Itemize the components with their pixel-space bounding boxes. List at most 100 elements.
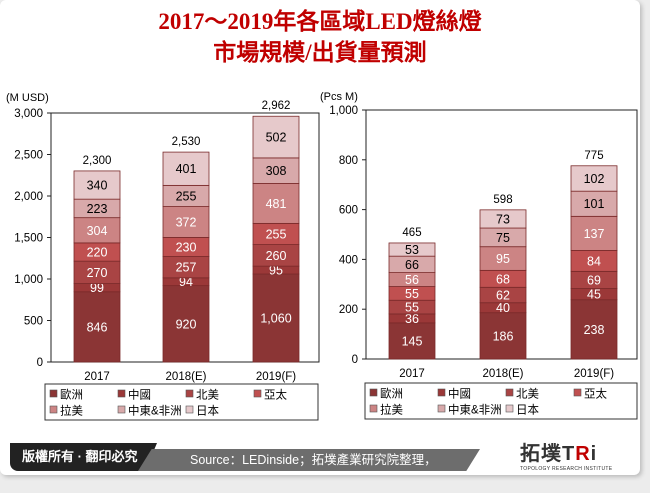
- data-label: 255: [176, 189, 197, 203]
- data-label: 69: [587, 273, 601, 287]
- data-label: 101: [584, 197, 605, 211]
- legend-swatch-亞太: [573, 388, 582, 397]
- unit-label: (M USD): [6, 92, 49, 104]
- copyright-notice: 版權所有 · 翻印必究: [10, 443, 157, 471]
- data-label: 223: [87, 202, 108, 216]
- legend-swatch-拉美: [49, 405, 58, 414]
- y-tick-label: 0: [352, 354, 358, 366]
- legend-swatch-拉美: [369, 404, 378, 413]
- bar-segment-歐洲: [570, 299, 618, 360]
- bar-segment-日本: [162, 151, 210, 186]
- legend-label: 拉美: [380, 403, 403, 417]
- bar-segment-日本: [570, 165, 618, 192]
- legend-label: 歐洲: [380, 387, 403, 401]
- data-label: 846: [87, 320, 108, 334]
- data-label: 75: [496, 231, 510, 245]
- legend-swatch-日本: [185, 405, 194, 414]
- y-tick-label: 2,000: [14, 191, 43, 203]
- y-tick-label: 3,000: [14, 108, 43, 120]
- legend-label: 中東&非洲: [128, 405, 182, 418]
- bar-segment-拉美: [570, 215, 618, 251]
- data-label: 145: [402, 334, 423, 348]
- total-label: 775: [584, 150, 603, 162]
- data-label: 186: [493, 329, 514, 343]
- x-tick-label: 2018(E): [166, 371, 207, 383]
- legend-swatch-中東&非洲: [117, 405, 126, 414]
- total-label: 2,300: [83, 155, 112, 167]
- bar-segment-歐洲: [252, 273, 300, 363]
- data-label: 95: [496, 252, 510, 266]
- bar-segment-日本: [479, 209, 527, 229]
- data-label: 220: [87, 246, 108, 260]
- data-label: 255: [266, 227, 287, 241]
- legend-label: 中國: [128, 389, 151, 402]
- legend-label: 亞太: [584, 388, 607, 401]
- data-label: 372: [176, 215, 197, 229]
- bar-segment-中東&非洲: [252, 157, 300, 184]
- legend-swatch-日本: [505, 404, 514, 413]
- logo-text: 拓墣TRi: [520, 443, 598, 465]
- source-note: Source：LEDinside；拓墣產業研究院整理，2018/10: [138, 449, 480, 471]
- legend-swatch-中國: [117, 389, 126, 398]
- y-tick-label: 1,500: [14, 233, 43, 245]
- data-label: 40: [496, 301, 510, 315]
- data-label: 55: [405, 301, 419, 315]
- legend-box: [364, 382, 638, 420]
- data-label: 502: [266, 131, 287, 145]
- x-tick-label: 2017: [84, 371, 110, 383]
- y-tick-label: 1,000: [329, 105, 358, 117]
- data-label: 66: [405, 258, 419, 272]
- data-label: 45: [587, 288, 601, 302]
- data-label: 68: [496, 272, 510, 286]
- legend-swatch-亞太: [253, 389, 262, 398]
- total-label: 2,962: [262, 100, 291, 112]
- legend-label: 歐洲: [60, 388, 83, 402]
- data-label: 53: [405, 243, 419, 257]
- data-label: 304: [87, 224, 108, 238]
- title-line-2: 市場規模/出貨量預測: [213, 40, 427, 65]
- data-label: 260: [266, 249, 287, 263]
- chart-title: 2017～2019年各區域LED燈絲燈 市場規模/出貨量預測: [0, 6, 640, 68]
- x-tick-label: 2019(F): [574, 368, 614, 380]
- data-label: 84: [587, 254, 601, 268]
- x-tick-label: 2019(F): [256, 371, 296, 383]
- legend-box: [44, 383, 319, 421]
- bar-segment-歐洲: [162, 285, 210, 363]
- logo-subtext: TOPOLOGY RESEARCH INSTITUTE: [520, 466, 613, 472]
- total-label: 465: [402, 227, 421, 239]
- legend-label: 日本: [196, 404, 219, 418]
- data-label: 401: [176, 162, 197, 176]
- bar-segment-拉美: [252, 183, 300, 224]
- y-tick-label: 200: [339, 304, 358, 316]
- legend-swatch-北美: [505, 388, 514, 397]
- y-tick-label: 600: [339, 205, 358, 217]
- legend-swatch-歐洲: [369, 388, 378, 397]
- legend-label: 北美: [196, 388, 219, 402]
- legend-swatch-中國: [437, 388, 446, 397]
- data-label: 1,060: [260, 312, 291, 326]
- bar-segment-中東&非洲: [570, 190, 618, 217]
- data-label: 137: [584, 227, 605, 241]
- data-label: 56: [405, 273, 419, 287]
- legend-label: 中國: [448, 388, 471, 401]
- data-label: 238: [584, 323, 605, 337]
- legend-swatch-中東&非洲: [437, 404, 446, 413]
- data-label: 920: [176, 317, 197, 331]
- total-label: 2,530: [172, 136, 201, 148]
- x-tick-label: 2017: [399, 368, 425, 380]
- legend-label: 拉美: [60, 404, 83, 418]
- data-label: 481: [266, 197, 287, 211]
- legend-label: 北美: [516, 387, 539, 401]
- data-label: 95: [269, 264, 283, 278]
- data-label: 257: [176, 261, 197, 275]
- total-label: 598: [493, 194, 512, 206]
- y-tick-label: 0: [37, 357, 43, 369]
- data-label: 94: [179, 275, 193, 289]
- bar-segment-日本: [252, 115, 300, 159]
- data-label: 36: [405, 312, 419, 326]
- data-label: 230: [176, 240, 197, 254]
- legend-label: 亞太: [264, 389, 287, 402]
- data-label: 308: [266, 164, 287, 178]
- y-tick-label: 800: [339, 155, 358, 167]
